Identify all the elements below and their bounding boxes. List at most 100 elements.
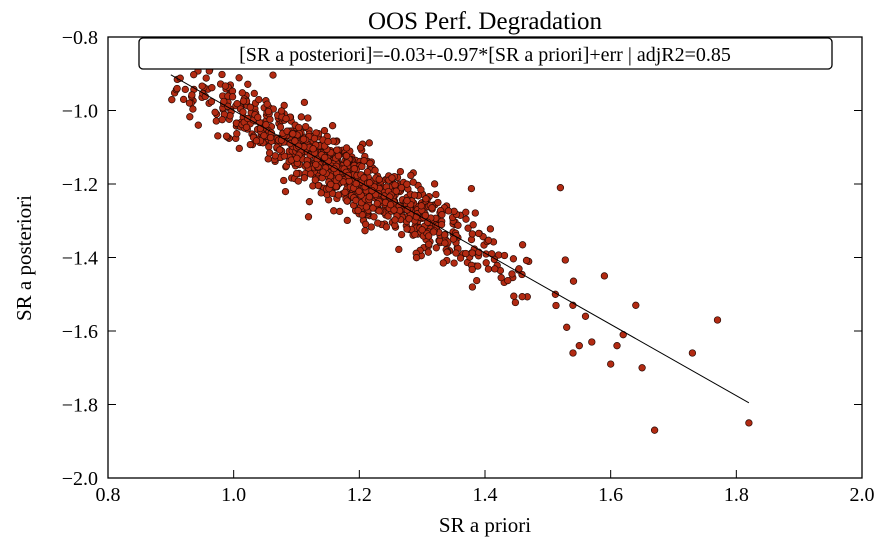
data-point: [581, 312, 590, 320]
data-point: [384, 212, 392, 220]
data-point: [294, 177, 302, 185]
y-tick-label: −0.8: [62, 27, 98, 49]
data-point: [392, 187, 400, 195]
data-point: [266, 133, 275, 142]
data-point: [417, 202, 425, 210]
data-point: [497, 274, 505, 282]
data-point: [179, 95, 188, 104]
data-point: [484, 265, 493, 273]
data-point: [181, 85, 189, 94]
data-point: [295, 123, 303, 132]
data-point: [280, 176, 288, 185]
data-point: [276, 123, 285, 131]
data-point: [391, 216, 399, 224]
data-point: [563, 323, 571, 331]
data-point: [271, 152, 279, 160]
data-point: [561, 256, 569, 264]
data-point: [467, 184, 476, 193]
y-tick-label: −1.2: [62, 174, 98, 196]
data-point: [363, 168, 372, 176]
data-point: [508, 270, 516, 278]
data-point: [522, 256, 531, 265]
annotation-text: [SR a posteriori]=-0.03+-0.97*[SR a prio…: [239, 44, 731, 66]
data-point: [320, 126, 329, 135]
data-point: [335, 174, 343, 182]
data-point: [343, 197, 351, 205]
data-point: [269, 71, 277, 79]
data-point: [439, 259, 447, 267]
data-point: [360, 157, 368, 165]
data-point: [235, 144, 243, 153]
data-point: [300, 98, 309, 107]
data-point: [330, 207, 338, 215]
y-axis-label: SR a posteriori: [12, 195, 36, 321]
data-point: [356, 144, 365, 152]
data-point: [297, 113, 305, 121]
data-point: [188, 91, 196, 99]
data-point: [403, 225, 411, 233]
data-point: [321, 153, 329, 162]
data-point: [462, 249, 470, 258]
data-point: [432, 244, 440, 252]
data-point: [464, 224, 472, 232]
data-point: [688, 349, 697, 357]
data-point: [511, 298, 520, 307]
data-point: [235, 74, 243, 82]
data-point: [310, 134, 319, 143]
data-point: [409, 178, 417, 186]
data-point: [434, 198, 442, 207]
data-point: [312, 160, 320, 169]
data-point: [475, 229, 483, 238]
data-point: [370, 213, 378, 221]
data-point: [319, 168, 327, 176]
annotation-box: [138, 37, 833, 70]
data-point: [745, 419, 753, 427]
data-point: [309, 145, 317, 153]
data-point: [473, 276, 481, 285]
data-point: [397, 184, 406, 192]
data-point: [432, 190, 440, 199]
x-tick-label: 1.2: [347, 484, 372, 506]
data-point: [575, 342, 583, 350]
data-point: [328, 122, 337, 130]
data-point: [277, 107, 286, 115]
data-point: [430, 180, 439, 188]
data-point: [417, 186, 425, 194]
data-point: [334, 191, 343, 199]
data-point: [373, 199, 381, 208]
data-point: [638, 364, 646, 372]
data-point: [218, 70, 226, 79]
data-point: [650, 426, 659, 434]
data-point: [365, 179, 374, 187]
data-point: [282, 114, 290, 123]
data-point: [407, 171, 415, 180]
data-point: [212, 117, 220, 125]
data-point: [299, 135, 308, 143]
y-tick-label: −2.0: [62, 468, 98, 490]
data-point: [412, 254, 421, 262]
data-point: [569, 277, 578, 285]
data-point: [185, 99, 194, 107]
y-tick-label: −1.8: [62, 395, 98, 417]
data-point: [452, 249, 460, 257]
data-point: [443, 248, 451, 256]
x-tick-label: 1.6: [598, 484, 623, 506]
data-point: [396, 167, 405, 176]
y-tick-label: −1.6: [62, 321, 98, 343]
data-point: [211, 108, 219, 116]
data-point: [190, 71, 198, 79]
data-point: [341, 188, 349, 196]
data-point: [405, 215, 413, 223]
data-point: [424, 248, 432, 256]
data-point: [569, 349, 577, 357]
data-point: [388, 174, 396, 182]
data-point: [168, 96, 176, 104]
data-point: [250, 89, 258, 98]
data-point: [173, 84, 181, 93]
scatter-points: [166, 51, 753, 434]
data-point: [607, 360, 615, 368]
x-tick-label: 2.0: [850, 484, 875, 506]
data-point: [462, 215, 470, 223]
data-point: [333, 146, 341, 154]
data-point: [444, 207, 453, 215]
